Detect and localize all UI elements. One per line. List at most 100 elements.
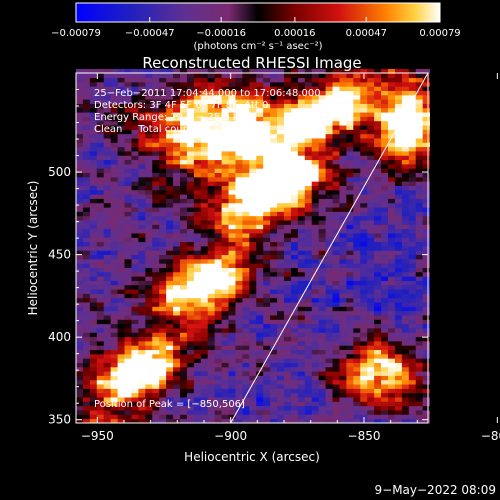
heatmap-cell (152, 172, 160, 178)
heatmap-cell (353, 332, 361, 338)
heatmap-cell (242, 129, 250, 135)
heatmap-cell (180, 401, 188, 407)
heatmap-cell (138, 323, 146, 329)
heatmap-cell (325, 73, 333, 79)
heatmap-cell (394, 189, 403, 195)
heatmap-cell (173, 397, 181, 402)
heatmap-cell (131, 384, 139, 389)
heatmap-cell (249, 138, 257, 143)
heatmap-cell (284, 224, 292, 230)
heatmap-cell (284, 142, 292, 148)
heatmap-cell (311, 341, 320, 346)
heatmap-cell (353, 401, 361, 407)
heatmap-cell (180, 155, 188, 161)
heatmap-cell (318, 293, 326, 299)
heatmap-cell (152, 250, 160, 256)
heatmap-cell (214, 302, 222, 307)
heatmap-cell (388, 284, 396, 290)
heatmap-cell (318, 99, 326, 104)
heatmap-cell (408, 215, 417, 221)
heatmap-cell (221, 315, 229, 320)
heatmap-cell (82, 155, 91, 161)
heatmap-cell (325, 397, 333, 402)
heatmap-cell (131, 116, 139, 122)
heatmap-cell (180, 237, 188, 243)
heatmap-cell (228, 69, 236, 74)
heatmap-cell (325, 263, 333, 268)
heatmap-cell (138, 129, 146, 135)
heatmap-cell (325, 315, 333, 320)
heatmap-cell (138, 276, 146, 281)
heatmap-cell (96, 99, 105, 104)
heatmap-cell (76, 194, 84, 199)
heatmap-cell (374, 185, 382, 191)
heatmap-cell (145, 146, 153, 152)
heatmap-cell (277, 358, 285, 363)
heatmap-cell (367, 414, 375, 420)
heatmap-cell (89, 319, 98, 325)
heatmap-cell (297, 358, 306, 363)
heatmap-cell (200, 392, 209, 398)
heatmap-cell (221, 410, 229, 415)
heatmap-cell (186, 341, 195, 346)
heatmap-cell (401, 353, 410, 359)
heatmap-cell (207, 107, 216, 113)
heatmap-cell (346, 418, 354, 424)
heatmap-cell (256, 302, 264, 307)
heatmap-cell (166, 263, 174, 268)
heatmap-cell (96, 384, 105, 389)
heatmap-cell (408, 293, 417, 299)
heatmap-cell (297, 345, 306, 351)
heatmap-cell (103, 107, 112, 113)
heatmap-cell (256, 388, 264, 394)
heatmap-cell (256, 133, 264, 139)
heatmap-cell (242, 284, 250, 290)
chart-title: Reconstructed RHESSI Image (142, 54, 361, 72)
heatmap-cell (103, 172, 112, 178)
heatmap-cell (124, 379, 132, 385)
heatmap-cell (346, 120, 354, 126)
heatmap-cell (360, 125, 368, 130)
heatmap-cell (235, 418, 243, 424)
heatmap-cell (360, 336, 368, 342)
heatmap-cell (325, 233, 333, 238)
heatmap-cell (263, 358, 271, 363)
heatmap-cell (325, 142, 333, 148)
heatmap-cell (408, 73, 417, 79)
heatmap-cell (374, 176, 382, 182)
heatmap-cell (89, 73, 98, 79)
heatmap-cell (415, 310, 424, 316)
heatmap-cell (173, 220, 181, 225)
heatmap-cell (138, 371, 146, 376)
heatmap-cell (284, 90, 292, 96)
heatmap-cell (284, 202, 292, 208)
heatmap-cell (318, 189, 326, 195)
heatmap-cell (124, 345, 132, 351)
heatmap-cell (415, 81, 424, 87)
heatmap-cell (249, 392, 257, 398)
heatmap-cell (422, 207, 430, 212)
heatmap-cell (401, 168, 410, 174)
heatmap-cell (332, 211, 340, 217)
heatmap-cell (304, 362, 313, 368)
heatmap-cell (394, 310, 403, 316)
heatmap-cell (284, 233, 292, 238)
heatmap-cell (277, 315, 285, 320)
heatmap-cell (284, 405, 292, 411)
heatmap-cell (166, 77, 174, 83)
heatmap-cell (297, 116, 306, 122)
heatmap-cell (138, 358, 146, 363)
heatmap-cell (180, 215, 188, 221)
heatmap-cell (339, 323, 347, 329)
heatmap-cell (159, 112, 167, 117)
heatmap-cell (325, 194, 333, 199)
heatmap-cell (263, 125, 271, 130)
heatmap-cell (242, 306, 250, 312)
heatmap-cell (242, 271, 250, 277)
heatmap-cell (138, 99, 146, 104)
heatmap-cell (82, 129, 91, 135)
heatmap-cell (166, 194, 174, 199)
heatmap-cell (242, 302, 250, 307)
heatmap-cell (131, 194, 139, 199)
heatmap-cell (381, 246, 389, 251)
